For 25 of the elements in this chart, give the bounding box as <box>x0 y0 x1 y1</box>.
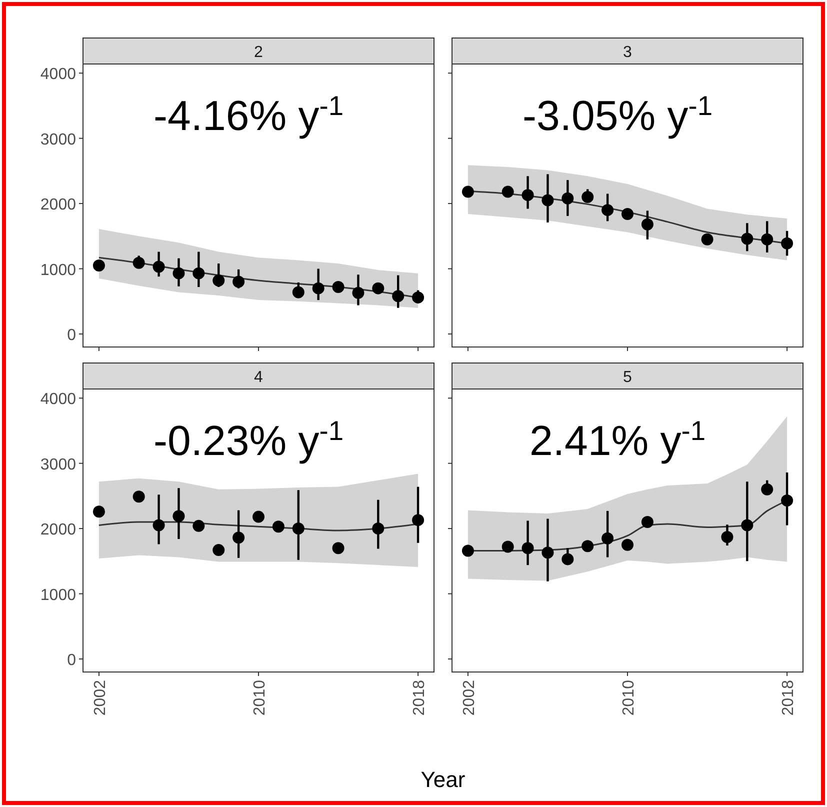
x-tick-label: 2002 <box>460 680 478 716</box>
y-tick-label: 3000 <box>40 131 76 148</box>
x-tick-label: 2018 <box>780 680 798 716</box>
chart-title: 4 <box>254 369 264 386</box>
y-tick-label: 2000 <box>40 522 76 539</box>
y-tick-label: 4000 <box>40 391 76 408</box>
y-tick-label: 1000 <box>40 586 76 604</box>
x-tick-label: 2002 <box>92 680 109 716</box>
y-tick-label: 2000 <box>40 196 76 214</box>
x-tick-label: 2018 <box>411 680 428 716</box>
annotation: -4.16% y$^{-1}$ <box>153 90 344 139</box>
x-axis-title: Year <box>420 767 466 792</box>
chart-title: 5 <box>623 369 632 386</box>
y-tick-label: 0 <box>67 326 76 344</box>
annotation: -3.05% y$^{-1}$ <box>522 90 713 139</box>
y-tick-label: 0 <box>67 652 76 669</box>
y-tick-label: 1000 <box>40 262 76 279</box>
chart-title: 2 <box>254 44 264 61</box>
y-tick-label: 3000 <box>40 456 76 474</box>
annotation: -0.23% y$^{-1}$ <box>153 414 344 464</box>
chart-title: 3 <box>623 44 632 61</box>
annotation: 2.41% y$^{-1}$ <box>529 414 706 464</box>
x-tick-label: 2010 <box>620 680 638 716</box>
y-tick-label: 4000 <box>40 66 76 84</box>
x-tick-label: 2010 <box>252 680 268 716</box>
